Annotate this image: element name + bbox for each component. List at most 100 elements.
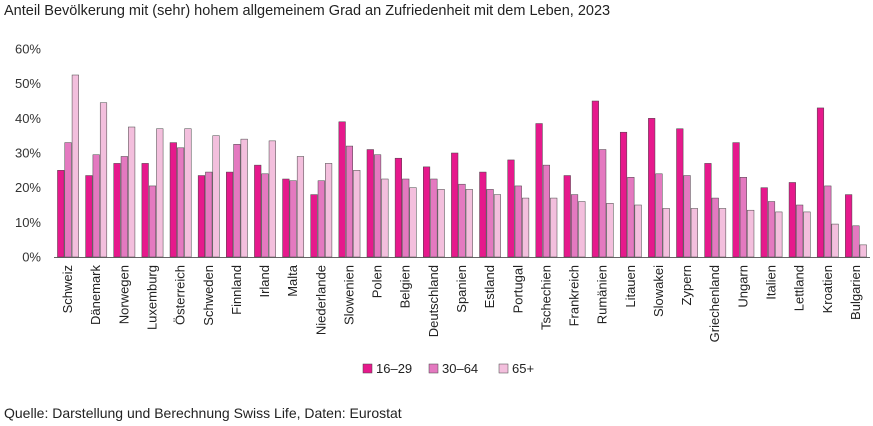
category-label: Italien [764, 265, 779, 300]
bar [479, 171, 487, 258]
bar [796, 204, 804, 258]
bar [345, 145, 353, 258]
bar [184, 128, 192, 258]
category-label: Norwegen [116, 265, 131, 324]
bar [514, 185, 522, 258]
bar [325, 163, 333, 258]
bar [578, 201, 586, 258]
bar [704, 163, 712, 258]
category-label: Lettland [792, 265, 807, 311]
bar [535, 123, 543, 258]
bar [507, 159, 515, 258]
bar [852, 225, 860, 258]
bar [374, 154, 382, 258]
category-label: Ungarn [735, 265, 750, 308]
category-label: Luxemburg [144, 265, 159, 330]
bar [310, 194, 318, 258]
category-label: Griechenland [707, 265, 722, 342]
category-label: Österreich [173, 265, 188, 325]
bar [775, 211, 783, 258]
legend-label: 16–29 [376, 361, 412, 376]
bar [254, 164, 262, 258]
category-label: Litauen [623, 265, 638, 308]
bar [767, 201, 776, 258]
bar [212, 135, 220, 258]
chart-source: Quelle: Darstellung und Berechnung Swiss… [4, 405, 402, 421]
category-labels: Schweiz Dänemark Norwegen Luxemburg Österrei… [60, 264, 863, 342]
chart-title: Anteil Bevölkerung mit (sehr) hohem allg… [4, 3, 611, 19]
category-label: Deutschland [426, 265, 441, 337]
bar [845, 194, 853, 258]
bar [353, 170, 361, 258]
bar [711, 197, 719, 258]
bar [409, 187, 417, 258]
bar [71, 74, 79, 258]
y-tick-label: 30% [15, 146, 41, 161]
category-label: Finnland [229, 265, 244, 315]
bar [282, 178, 290, 258]
category-label: Belgien [398, 265, 413, 308]
bar [261, 173, 269, 258]
bar [169, 142, 177, 258]
bar [120, 156, 128, 258]
legend: 16–29 30–64 65+ [362, 361, 534, 376]
bar [732, 142, 740, 258]
bar [739, 177, 747, 258]
bar [430, 178, 438, 258]
bar [177, 147, 185, 258]
legend-swatch [362, 363, 373, 374]
bar [128, 126, 136, 258]
bar [437, 189, 445, 258]
bar [141, 163, 149, 258]
bar [619, 131, 628, 258]
category-label: Frankreich [567, 265, 582, 326]
bar [423, 166, 431, 258]
bar [289, 180, 297, 258]
y-tick-label: 60% [15, 42, 41, 57]
bar [676, 128, 684, 258]
legend-label: 30–64 [442, 361, 478, 376]
category-label: Slowenien [341, 265, 356, 325]
bar [205, 171, 213, 258]
bars [57, 74, 867, 258]
category-label: Schweiz [60, 265, 75, 313]
bar [233, 144, 241, 258]
category-label: Bulgarien [848, 265, 863, 320]
bar [718, 208, 727, 258]
y-tick-label: 10% [15, 215, 41, 230]
bar [156, 128, 164, 258]
bar [760, 187, 768, 258]
bar [366, 149, 374, 258]
bar [859, 244, 867, 258]
legend-label: 65+ [512, 361, 534, 376]
bar [493, 194, 501, 258]
bar [486, 189, 494, 258]
legend-swatch [428, 363, 439, 374]
y-tick-label: 50% [15, 76, 41, 91]
bar [240, 138, 248, 258]
bar [690, 208, 698, 258]
bar [92, 154, 100, 258]
bar [788, 182, 796, 258]
y-tick-label: 20% [15, 180, 41, 195]
bar [451, 152, 459, 258]
bar [662, 208, 670, 258]
bar [634, 204, 642, 258]
bar [606, 203, 614, 258]
bar [402, 178, 410, 258]
bar [599, 149, 607, 258]
category-label: Slowakei [651, 265, 666, 317]
bar [591, 100, 599, 258]
category-label: Zypern [679, 265, 694, 305]
bar [627, 177, 635, 258]
bar [458, 183, 466, 258]
category-label: Malta [285, 264, 300, 297]
category-label: Schweden [201, 265, 216, 326]
bar [99, 102, 108, 258]
bar [522, 197, 530, 258]
category-label: Portugal [510, 265, 525, 314]
bar [148, 185, 157, 258]
bar [824, 185, 832, 258]
bar [571, 194, 579, 258]
